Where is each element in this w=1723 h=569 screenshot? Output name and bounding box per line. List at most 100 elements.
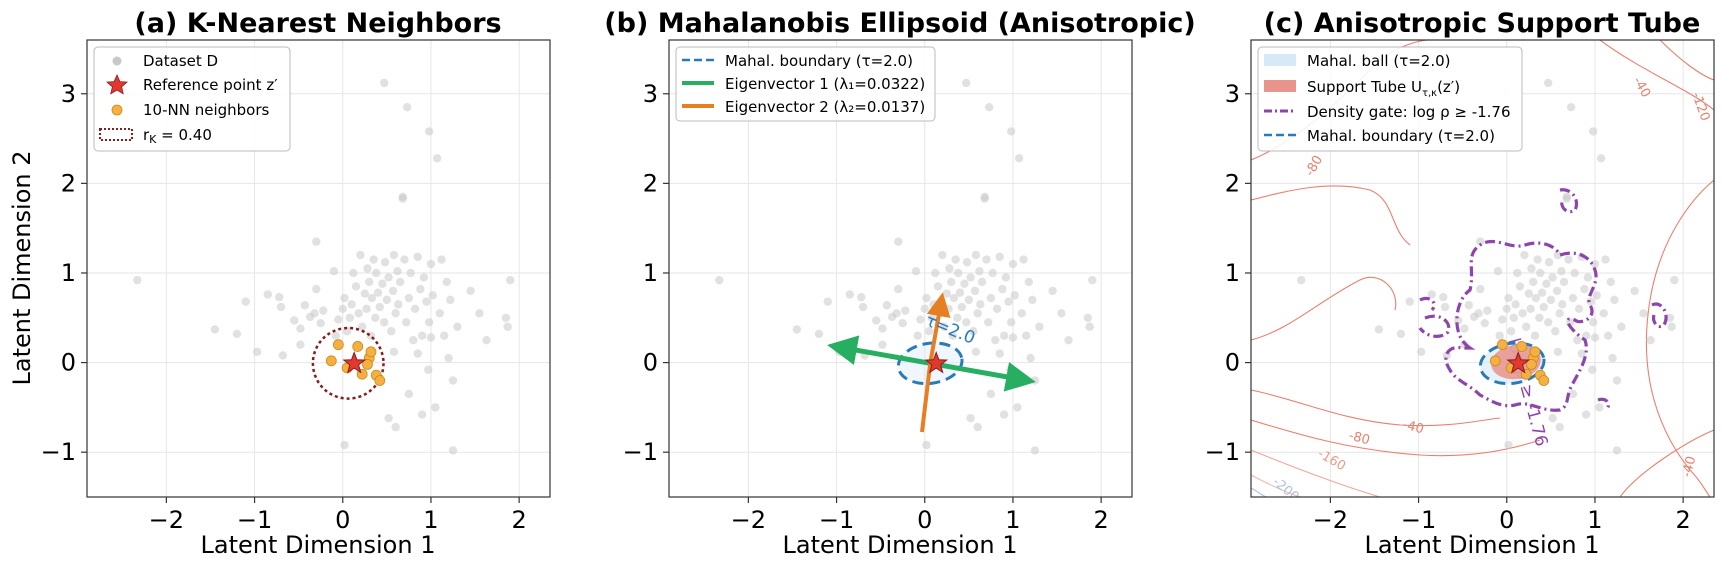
dataset-point <box>424 365 433 374</box>
dataset-point <box>1008 333 1018 342</box>
x-tick-label: 0 <box>335 506 350 534</box>
dataset-point <box>1439 292 1448 302</box>
dataset-point <box>356 250 365 260</box>
contour-line <box>1251 419 1541 457</box>
dataset-point <box>1630 286 1639 296</box>
dataset-point <box>1476 284 1485 294</box>
gate-main-region <box>1444 239 1598 412</box>
panel-b: (b) Mahalanobis Ellipsoid (Anisotropic) … <box>604 8 1195 559</box>
eigenvector-2-neg-arrow <box>920 363 933 433</box>
dataset-point <box>384 413 393 423</box>
panel-a-ylabel: Latent Dimension 2 <box>8 151 36 386</box>
neighbor-point <box>365 346 377 358</box>
panel-c-xlabel: Latent Dimension 1 <box>1365 531 1600 559</box>
dataset-point <box>1504 440 1513 450</box>
dataset-point <box>957 302 966 312</box>
dataset-point <box>962 78 971 88</box>
contour-label: -40 <box>1630 75 1654 101</box>
dataset-point <box>966 273 975 282</box>
panel-b-dataset <box>715 78 1097 455</box>
dataset-point <box>982 255 991 264</box>
dataset-point <box>1544 258 1554 267</box>
dataset-point <box>319 306 328 315</box>
dataset-point <box>296 324 305 333</box>
dataset-point <box>1509 313 1519 322</box>
legend-neighbor-marker <box>111 104 123 116</box>
dataset-point <box>1017 309 1026 318</box>
dataset-point <box>984 318 993 327</box>
dataset-point <box>300 301 310 310</box>
x-tick-label: −1 <box>1401 506 1436 534</box>
dataset-point <box>962 258 972 267</box>
neighbor-point <box>332 339 344 351</box>
dataset-point <box>1581 410 1591 419</box>
dataset-point <box>1573 335 1582 345</box>
dataset-point <box>814 329 824 339</box>
contour-line <box>1599 40 1714 111</box>
dataset-point <box>371 313 380 322</box>
contour-line <box>1659 40 1714 81</box>
contour-line <box>1251 487 1267 497</box>
contour-label: -120 <box>1688 90 1712 123</box>
dataset-point <box>409 335 418 345</box>
panel-c-dataset <box>1297 78 1679 455</box>
dataset-point <box>976 300 985 309</box>
dataset-point <box>1021 331 1031 340</box>
x-tick-label: 2 <box>1675 506 1690 534</box>
dataset-point <box>424 318 434 327</box>
dataset-point <box>1515 282 1525 291</box>
dataset-point <box>872 316 881 325</box>
legend-c-0: Mahal. ball (τ=2.0) <box>1307 52 1451 70</box>
dataset-point <box>278 351 287 360</box>
dataset-point <box>966 413 975 423</box>
dataset-point <box>892 309 901 318</box>
y-tick-label: 3 <box>643 80 658 108</box>
dataset-point <box>1665 313 1675 322</box>
dataset-point <box>1008 259 1018 269</box>
dataset-point <box>988 268 997 278</box>
dataset-point <box>210 325 220 334</box>
dataset-point <box>1030 446 1040 455</box>
dataset-point <box>1580 284 1589 294</box>
mahal-boundary-ellipse <box>1478 341 1546 386</box>
dataset-point <box>1014 154 1024 163</box>
dataset-point <box>1026 353 1035 363</box>
gate-small-region-5 <box>1597 397 1610 412</box>
dataset-point <box>389 250 399 260</box>
dataset-point <box>1064 335 1073 345</box>
dataset-point <box>380 78 389 88</box>
dataset-point <box>1595 403 1604 412</box>
dataset-point <box>1527 264 1536 273</box>
dataset-point <box>1568 389 1578 399</box>
dataset-point <box>992 304 1002 314</box>
dataset-point <box>1521 322 1531 331</box>
dataset-point <box>999 331 1009 340</box>
dataset-point <box>389 347 399 357</box>
dataset-point <box>924 327 934 336</box>
dataset-point <box>1504 293 1513 303</box>
y-tick-label: 1 <box>643 259 658 287</box>
dataset-point <box>947 277 956 287</box>
dataset-point <box>1617 322 1626 331</box>
dataset-point <box>400 255 409 264</box>
dataset-point <box>431 403 440 412</box>
x-tick-label: 1 <box>1005 506 1020 534</box>
panel-c: (c) Anisotropic Support Tube -40 -8 <box>1205 8 1715 559</box>
gate-small-region-3 <box>1559 188 1579 214</box>
dataset-point <box>1596 154 1606 163</box>
panel-c-title: (c) Anisotropic Support Tube <box>1264 8 1701 39</box>
dataset-point <box>1057 309 1066 318</box>
dataset-point <box>953 313 962 322</box>
dataset-point <box>501 313 511 322</box>
y-tick-label: 2 <box>643 169 658 197</box>
dataset-point <box>945 264 954 273</box>
dataset-point <box>1552 286 1562 296</box>
dataset-point <box>995 252 1004 262</box>
dataset-point <box>1590 259 1600 269</box>
dataset-point <box>1374 325 1384 334</box>
dataset-point <box>944 304 953 314</box>
dataset-point <box>857 292 866 302</box>
dataset-point <box>406 268 415 278</box>
dataset-point <box>931 268 940 278</box>
